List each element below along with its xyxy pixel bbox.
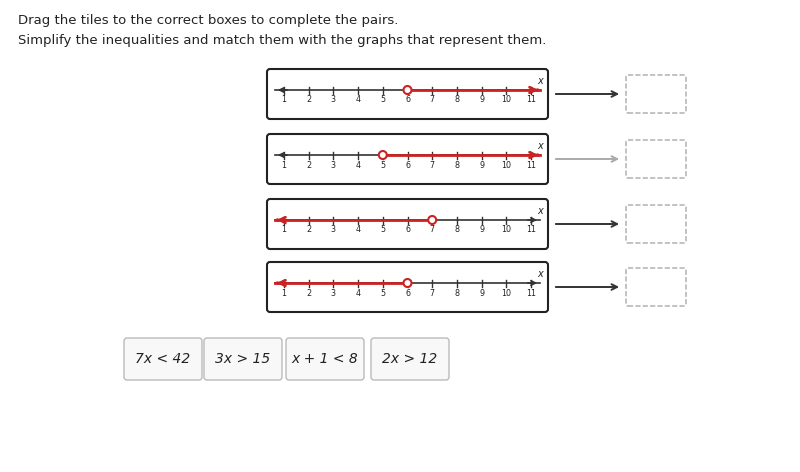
Circle shape: [403, 86, 411, 94]
FancyBboxPatch shape: [267, 199, 548, 249]
FancyBboxPatch shape: [626, 205, 686, 243]
Text: 3x > 15: 3x > 15: [215, 352, 270, 366]
Text: 7: 7: [430, 226, 434, 235]
Text: 7: 7: [430, 288, 434, 297]
FancyBboxPatch shape: [124, 338, 202, 380]
Text: 1: 1: [282, 160, 286, 169]
Text: 5: 5: [380, 288, 386, 297]
Text: 10: 10: [502, 160, 511, 169]
Circle shape: [379, 151, 387, 159]
FancyBboxPatch shape: [286, 338, 364, 380]
FancyBboxPatch shape: [371, 338, 449, 380]
Text: 6: 6: [405, 226, 410, 235]
Text: 5: 5: [380, 226, 386, 235]
Text: 6: 6: [405, 160, 410, 169]
Text: 10: 10: [502, 288, 511, 297]
Text: 7: 7: [430, 160, 434, 169]
FancyBboxPatch shape: [267, 69, 548, 119]
Text: 9: 9: [479, 95, 484, 104]
Circle shape: [403, 279, 411, 287]
Text: 9: 9: [479, 160, 484, 169]
Text: x: x: [537, 141, 543, 151]
Text: 8: 8: [454, 160, 459, 169]
FancyBboxPatch shape: [204, 338, 282, 380]
Text: 8: 8: [454, 288, 459, 297]
Text: 10: 10: [502, 226, 511, 235]
Text: 3: 3: [331, 95, 336, 104]
FancyBboxPatch shape: [626, 140, 686, 178]
FancyBboxPatch shape: [267, 262, 548, 312]
Text: Drag the tiles to the correct boxes to complete the pairs.: Drag the tiles to the correct boxes to c…: [18, 14, 398, 27]
Text: 4: 4: [356, 288, 361, 297]
Text: 1: 1: [282, 288, 286, 297]
Text: 11: 11: [526, 95, 536, 104]
Text: 5: 5: [380, 160, 386, 169]
Text: 4: 4: [356, 226, 361, 235]
Text: 11: 11: [526, 288, 536, 297]
Text: 5: 5: [380, 95, 386, 104]
Text: 4: 4: [356, 95, 361, 104]
Text: 6: 6: [405, 288, 410, 297]
Text: 8: 8: [454, 226, 459, 235]
Text: 2: 2: [306, 160, 311, 169]
Circle shape: [428, 216, 436, 224]
Text: 9: 9: [479, 226, 484, 235]
Text: x + 1 < 8: x + 1 < 8: [292, 352, 358, 366]
Text: 10: 10: [502, 95, 511, 104]
Text: 2x > 12: 2x > 12: [382, 352, 438, 366]
FancyBboxPatch shape: [267, 134, 548, 184]
Text: 2: 2: [306, 95, 311, 104]
Text: 11: 11: [526, 226, 536, 235]
Text: 1: 1: [282, 226, 286, 235]
Text: 3: 3: [331, 288, 336, 297]
Text: 1: 1: [282, 95, 286, 104]
Text: x: x: [537, 206, 543, 216]
FancyBboxPatch shape: [626, 268, 686, 306]
Text: x: x: [537, 76, 543, 86]
Text: 2: 2: [306, 226, 311, 235]
Text: 2: 2: [306, 288, 311, 297]
Text: 7x < 42: 7x < 42: [135, 352, 190, 366]
Text: 6: 6: [405, 95, 410, 104]
Text: 3: 3: [331, 160, 336, 169]
Text: 3: 3: [331, 226, 336, 235]
Text: 9: 9: [479, 288, 484, 297]
Text: Simplify the inequalities and match them with the graphs that represent them.: Simplify the inequalities and match them…: [18, 34, 546, 47]
Text: x: x: [537, 269, 543, 279]
Text: 4: 4: [356, 160, 361, 169]
Text: 8: 8: [454, 95, 459, 104]
Text: 7: 7: [430, 95, 434, 104]
Text: 11: 11: [526, 160, 536, 169]
FancyBboxPatch shape: [626, 75, 686, 113]
